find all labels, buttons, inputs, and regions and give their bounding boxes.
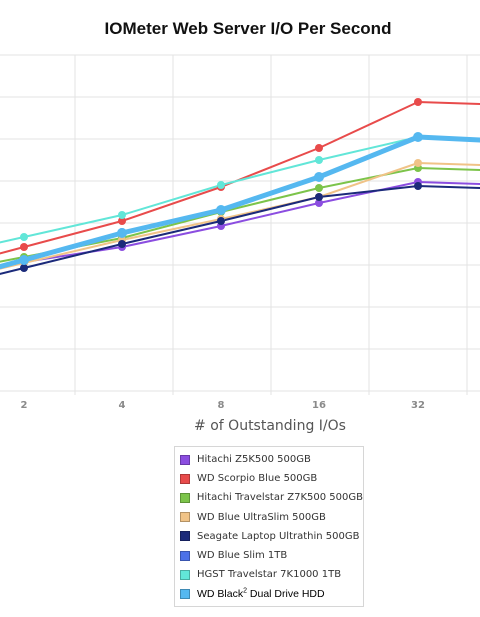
legend-label: Hitachi Travelstar Z7K500 500GB bbox=[196, 492, 363, 504]
series-line bbox=[0, 185, 480, 275]
data-point bbox=[217, 181, 225, 189]
legend-label: WD Blue Slim 1TB bbox=[197, 550, 288, 562]
data-point bbox=[315, 184, 323, 192]
legend-swatch bbox=[180, 550, 190, 561]
legend-item[interactable]: WD Scorpio Blue 500GB bbox=[175, 469, 363, 488]
legend-swatch bbox=[180, 512, 190, 523]
data-point bbox=[20, 264, 28, 272]
data-point bbox=[117, 228, 127, 238]
x-tick-labels: 2 4 8 16 32 bbox=[21, 400, 425, 411]
legend-swatch bbox=[180, 454, 190, 465]
data-point bbox=[414, 159, 422, 167]
data-point bbox=[414, 182, 422, 190]
legend-label: HGST Travelstar 7K1000 1TB bbox=[197, 569, 342, 581]
series-line bbox=[0, 136, 480, 244]
legend-item[interactable]: Seagate Laptop Ultrathin 500GB bbox=[175, 527, 363, 546]
chart-legend: Hitachi Z5K500 500GB WD Scorpio Blue 500G… bbox=[174, 446, 364, 607]
data-point bbox=[19, 255, 29, 265]
legend-item[interactable]: WD Black2 Dual Drive HDD bbox=[175, 584, 363, 603]
x-tick-label: 2 bbox=[21, 400, 28, 411]
data-point bbox=[118, 217, 126, 225]
legend-item[interactable]: Hitachi Z5K500 500GB bbox=[175, 450, 363, 469]
legend-swatch bbox=[180, 531, 190, 542]
data-point bbox=[217, 217, 225, 225]
chart-plot-area: 2 4 8 16 32 bbox=[0, 54, 480, 411]
data-point bbox=[315, 193, 323, 201]
legend-label: Hitachi Z5K500 500GB bbox=[197, 454, 311, 466]
legend-swatch bbox=[180, 473, 190, 484]
series-line bbox=[0, 101, 480, 255]
data-point bbox=[314, 172, 324, 182]
data-point bbox=[413, 132, 423, 142]
data-point bbox=[216, 205, 226, 215]
legend-label: WD Black2 Dual Drive HDD bbox=[197, 587, 325, 600]
legend-swatch bbox=[180, 569, 190, 580]
data-point bbox=[20, 243, 28, 251]
data-point bbox=[315, 156, 323, 164]
data-point bbox=[414, 98, 422, 106]
x-axis-label: # of Outstanding I/Os bbox=[194, 418, 346, 434]
legend-item[interactable]: WD Blue UltraSlim 500GB bbox=[175, 508, 363, 527]
legend-item[interactable]: Hitachi Travelstar Z7K500 500GB bbox=[175, 488, 363, 507]
legend-label: Seagate Laptop Ultrathin 500GB bbox=[197, 530, 360, 542]
data-point bbox=[118, 240, 126, 248]
data-point bbox=[315, 144, 323, 152]
legend-label: WD Blue UltraSlim 500GB bbox=[197, 511, 326, 523]
data-point bbox=[20, 233, 28, 241]
legend-item[interactable]: HGST Travelstar 7K1000 1TB bbox=[175, 565, 363, 584]
data-point bbox=[118, 211, 126, 219]
legend-label: WD Scorpio Blue 500GB bbox=[197, 473, 318, 485]
chart-series-lines bbox=[0, 101, 480, 275]
x-tick-label: 8 bbox=[218, 400, 225, 411]
legend-swatch bbox=[180, 492, 190, 503]
legend-item[interactable]: WD Blue Slim 1TB bbox=[175, 546, 363, 565]
series-line bbox=[0, 134, 480, 270]
chart-title: IOMeter Web Server I/O Per Second bbox=[104, 19, 392, 38]
legend-swatch bbox=[180, 588, 190, 599]
x-tick-label: 32 bbox=[411, 400, 425, 411]
chart-series-points bbox=[19, 98, 423, 272]
series-line bbox=[0, 181, 480, 267]
data-point bbox=[315, 199, 323, 207]
x-tick-label: 16 bbox=[312, 400, 326, 411]
x-tick-label: 4 bbox=[119, 400, 126, 411]
